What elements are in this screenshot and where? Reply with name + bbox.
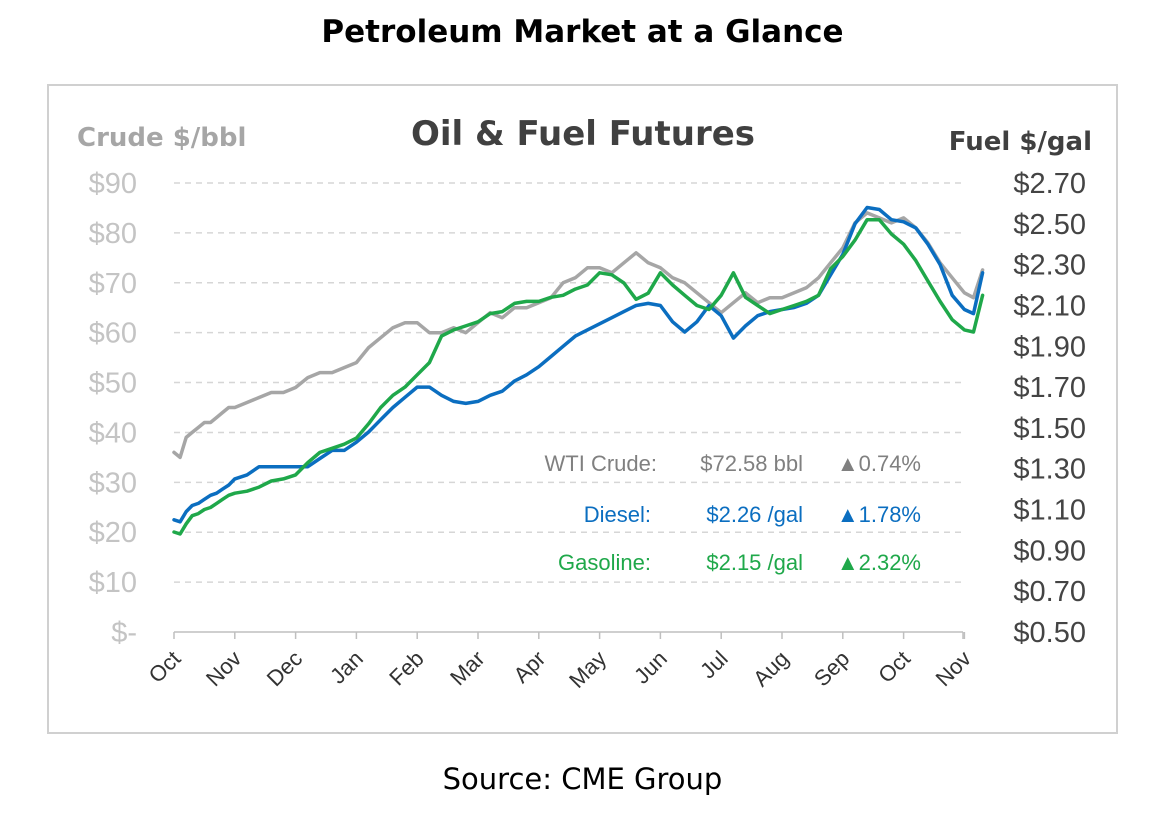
chart-frame: [47, 84, 1118, 734]
right-tick-label: $1.70: [1013, 372, 1086, 404]
grid-lines: [174, 182, 963, 633]
x-tick-label: Mar: [445, 646, 489, 690]
annotation-change: ▲1.78%: [837, 502, 921, 527]
left-tick-label: $70: [89, 268, 137, 300]
right-tick-label: $1.90: [1013, 331, 1086, 363]
x-tick-label: Nov: [931, 646, 976, 691]
annotation-price: $72.58 bbl: [700, 451, 803, 476]
x-tick-label: Jan: [325, 646, 368, 689]
page-heading: Petroleum Market at a Glance: [321, 14, 844, 50]
right-axis-ticks: $0.50 $0.70 $0.90 $1.10 $1.30 $1.50 $1.70 $1.90…: [1013, 168, 1086, 649]
annotation-change: ▲2.32%: [837, 550, 921, 575]
left-tick-label: $60: [89, 318, 137, 350]
annotation-price: $2.26 /gal: [706, 502, 803, 527]
right-tick-label: $1.10: [1013, 495, 1086, 527]
right-tick-label: $0.50: [1013, 617, 1086, 649]
x-tick-label: Oct: [873, 646, 915, 688]
chart-title: Oil & Fuel Futures: [411, 114, 755, 154]
left-axis-ticks: $- $10 $20 $30 $40 $50 $60 $70 $80 $90: [89, 168, 137, 649]
x-axis-ticks: Oct Nov Dec Jan Feb Mar Apr May Jun Jul Aug Sep Oct N…: [144, 632, 976, 693]
left-tick-label: $20: [89, 517, 137, 549]
x-tick-label: Jun: [629, 646, 672, 689]
left-tick-label: $10: [89, 567, 137, 599]
annotation-label: Diesel:: [584, 502, 651, 527]
right-axis-title: Fuel $/gal: [949, 127, 1092, 157]
right-tick-label: $0.90: [1013, 535, 1086, 567]
x-tick-label: Aug: [748, 646, 793, 691]
x-tick-label: Oct: [144, 646, 186, 688]
left-tick-label: $90: [89, 168, 137, 200]
x-tick-label: Apr: [508, 646, 550, 688]
left-tick-label: $40: [89, 417, 137, 449]
right-tick-label: $1.50: [1013, 413, 1086, 445]
price-annotations: ▲0.74% $72.58 bbl WTI Crude: ▲1.78% $2.26 /g…: [545, 451, 921, 575]
right-tick-label: $2.50: [1013, 209, 1086, 241]
left-tick-label: $80: [89, 218, 137, 250]
left-tick-label: $-: [111, 617, 137, 649]
annotation-price: $2.15 /gal: [706, 550, 803, 575]
x-tick-label: Nov: [201, 646, 246, 691]
annotation-label: Gasoline:: [558, 550, 651, 575]
series-lines: [172, 205, 985, 536]
left-tick-label: $30: [89, 467, 137, 499]
x-tick-label: Dec: [262, 646, 307, 691]
source-note: Source: CME Group: [442, 762, 723, 796]
annotation-label: WTI Crude:: [545, 451, 657, 476]
right-tick-label: $2.70: [1013, 168, 1086, 200]
right-tick-label: $1.30: [1013, 454, 1086, 486]
x-tick-label: Jul: [695, 646, 733, 684]
annotation-change: ▲0.74%: [837, 451, 921, 476]
x-tick-label: May: [564, 646, 611, 693]
left-tick-label: $50: [89, 368, 137, 400]
right-tick-label: $0.70: [1013, 576, 1086, 608]
right-tick-label: $2.10: [1013, 290, 1086, 322]
right-tick-label: $2.30: [1013, 250, 1086, 282]
series-line-gasoline: [172, 217, 985, 536]
x-tick-label: Sep: [809, 646, 854, 691]
x-tick-label: Feb: [384, 646, 428, 690]
left-axis-title: Crude $/bbl: [77, 123, 246, 153]
